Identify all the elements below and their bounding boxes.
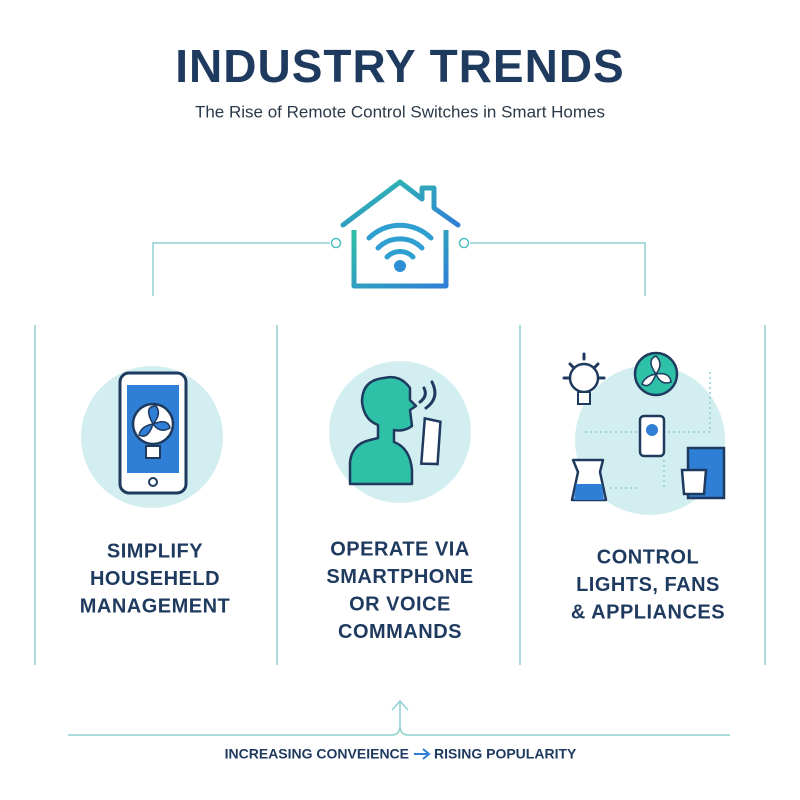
column-label: SMARTPHONE: [326, 566, 473, 588]
column-label: COMMANDS: [338, 621, 462, 643]
appliances-icon: [562, 351, 726, 515]
column-label: OR VOICE: [349, 593, 451, 615]
phone-icon: [81, 366, 223, 508]
subtitle: The Rise of Remote Control Switches in S…: [195, 102, 605, 121]
column-label: LIGHTS, FANS: [576, 574, 720, 596]
footer-line: [68, 699, 730, 760]
title: INDUSTRY TRENDS: [175, 40, 624, 92]
column-label: SIMPLIFY: [107, 540, 203, 562]
column-label: CONTROL: [597, 546, 699, 568]
house-icon: [340, 179, 461, 289]
footer-from: INCREASING CONVEIENCE: [225, 746, 409, 762]
column-label: HOUSEHELD: [90, 568, 220, 590]
column-label: MANAGEMENT: [80, 595, 231, 617]
column-label: OPERATE VIA: [330, 538, 470, 560]
connectors: [34, 237, 766, 665]
column-label: & APPLIANCES: [571, 601, 725, 623]
voice-icon: [329, 361, 471, 503]
footer-to: RISING POPULARITY: [434, 746, 577, 762]
